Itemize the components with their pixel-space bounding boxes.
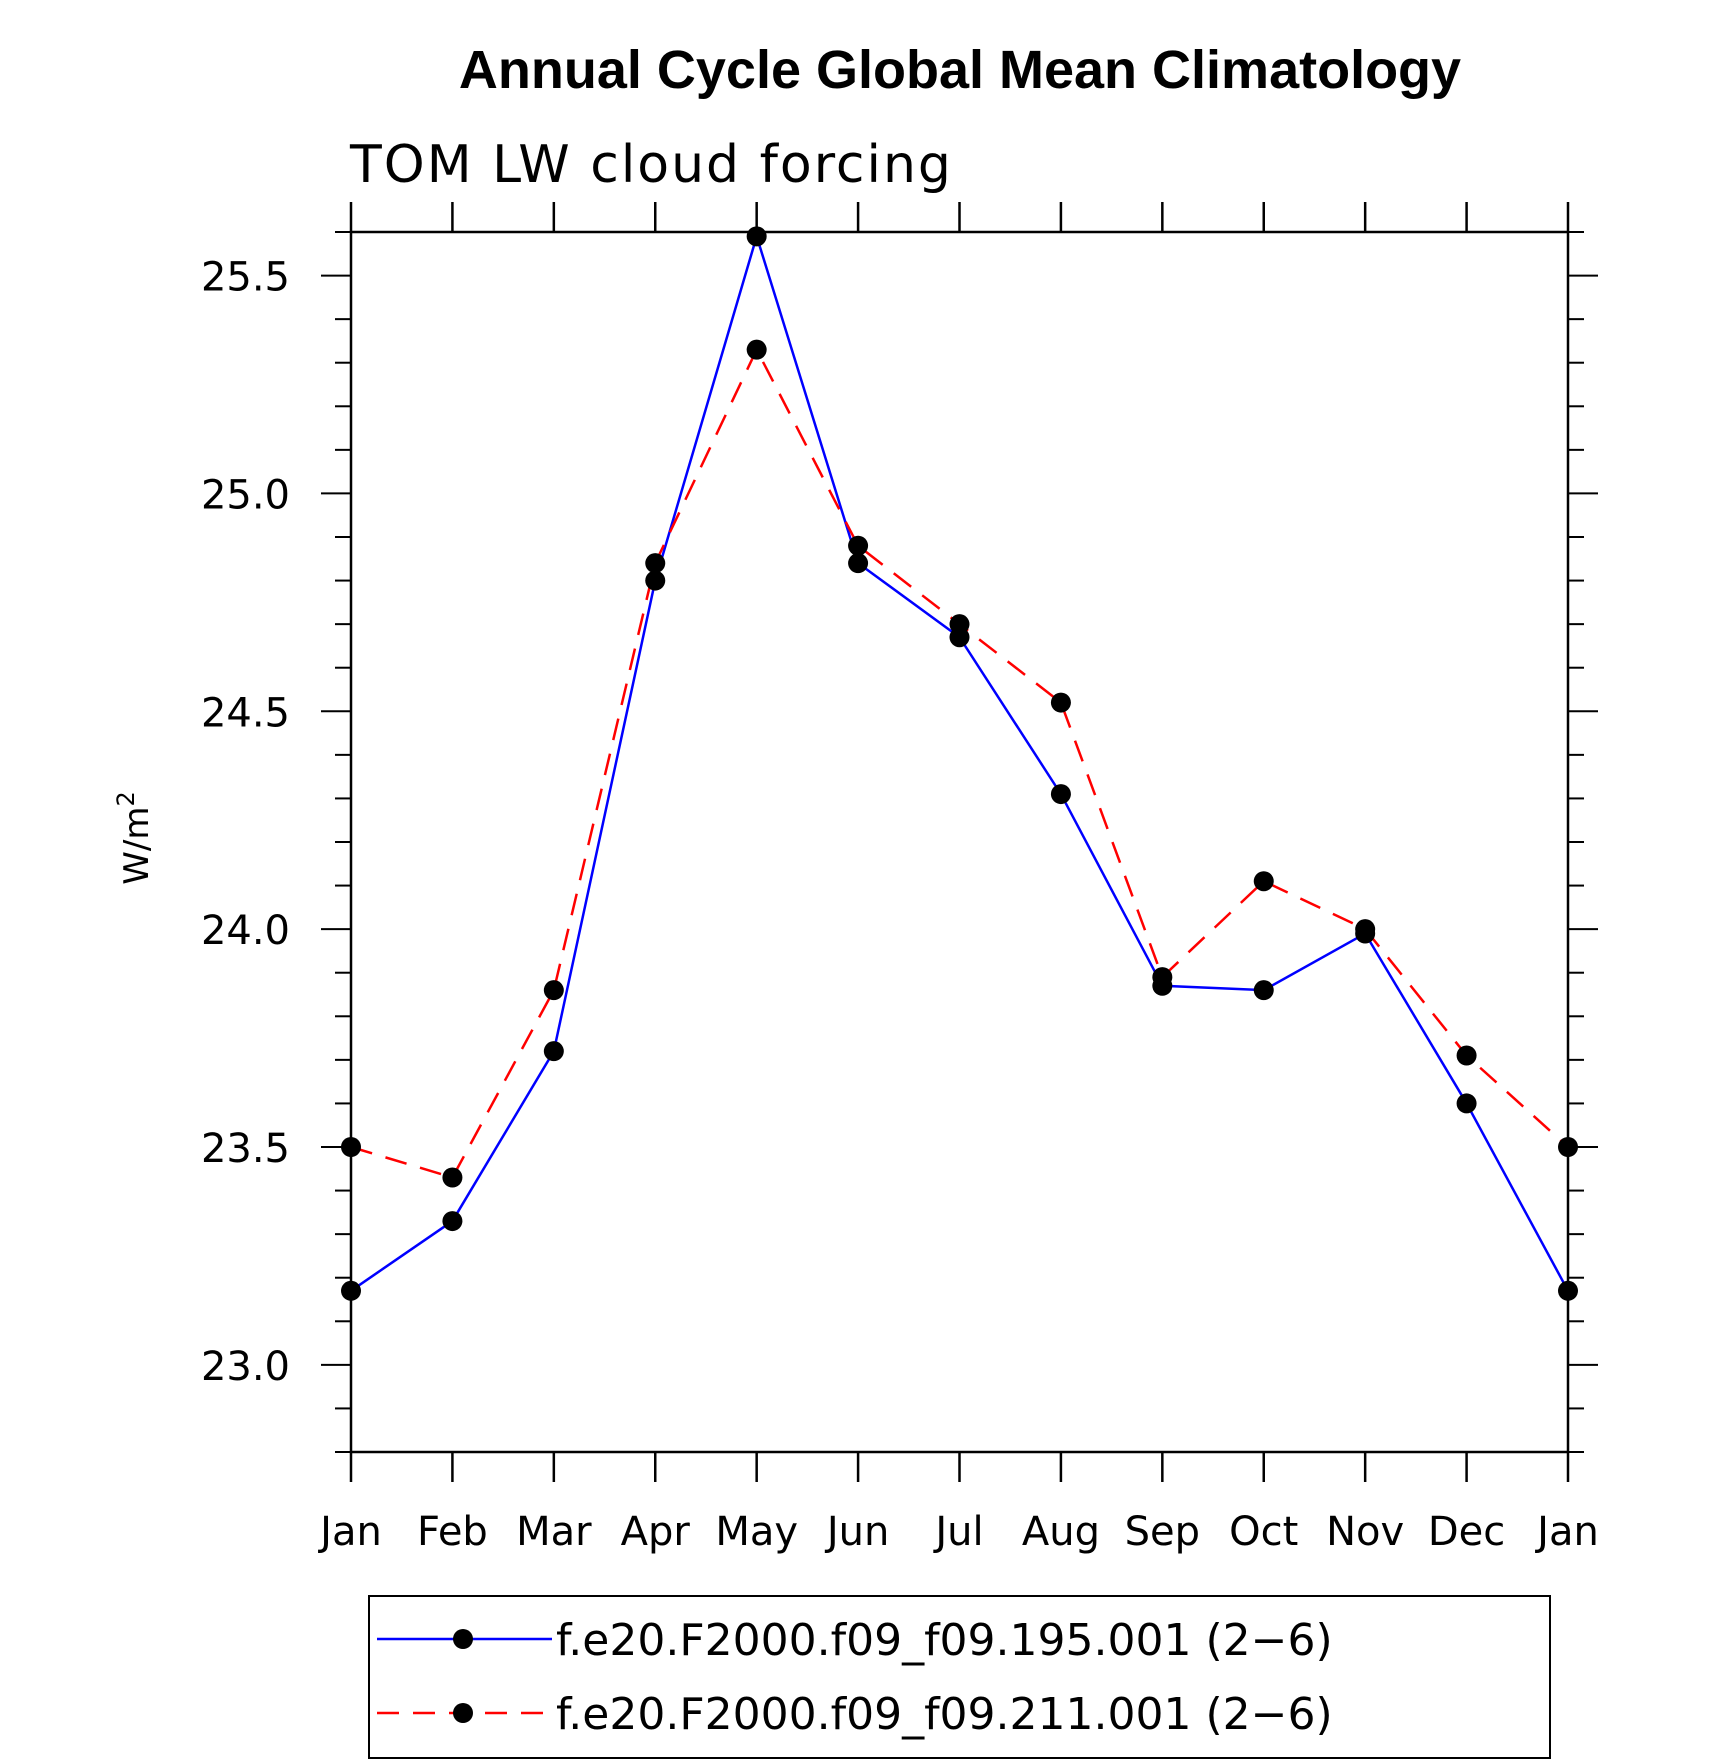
legend-label-1: f.e20.F2000.f09_f09.195.001 (2−6) [556,1615,1333,1666]
data-point [1050,784,1071,805]
axis-ticks [321,202,1598,1482]
y-axis-label-text: W/m [117,807,157,885]
series-points [341,226,1578,1301]
y-axis-label: W/m2 [112,791,157,884]
x-tick-label: Feb [417,1509,488,1555]
x-tick-label: Apr [621,1509,691,1555]
data-point [848,535,869,556]
y-tick-label: 23.0 [201,1344,290,1390]
legend: f.e20.F2000.f09_f09.195.001 (2−6) f.e20.… [368,1595,1551,1759]
y-axis-label-superscript: 2 [112,791,140,806]
data-point [645,553,666,574]
y-tick-label: 24.0 [201,908,290,954]
data-point [543,1041,564,1062]
chart-title: Annual Cycle Global Mean Climatology [459,40,1461,100]
data-point [442,1211,463,1232]
data-point [746,339,767,360]
x-tick-label: Oct [1229,1509,1298,1555]
series-lines [350,232,1570,1292]
data-point [848,553,869,574]
plot-frame [349,230,1570,1454]
data-point [442,1167,463,1188]
y-tick-label: 23.5 [201,1126,290,1172]
legend-box [368,1595,1551,1759]
x-tick-label: Jan [1534,1509,1599,1555]
legend-label-2: f.e20.F2000.f09_f09.211.001 (2−6) [556,1689,1333,1740]
x-tick-label: Jun [824,1509,890,1555]
chart-subtitle: TOM LW cloud forcing [349,135,953,195]
data-point [1456,1093,1477,1114]
legend-marker-1 [453,1629,473,1649]
y-tick-labels: 23.0 23.5 24.0 24.5 25.0 25.5 [201,255,290,1390]
data-point [1050,692,1071,713]
series-line-2 [350,346,1569,1179]
y-tick-label: 24.5 [201,690,290,736]
x-tick-label: Dec [1428,1509,1505,1555]
legend-entry: f.e20.F2000.f09_f09.211.001 (2−6) [377,1689,1333,1740]
data-point [949,614,970,635]
x-tick-label: Jan [317,1509,382,1555]
x-tick-label: Nov [1326,1509,1404,1555]
series-line-1 [350,232,1570,1292]
data-point [1558,1280,1578,1301]
data-point [1456,1045,1477,1066]
svg-text:W/m2: W/m2 [112,791,157,884]
x-tick-labels: Jan Feb Mar Apr May Jun Jul Aug Sep Oct Nov Dec Jan [317,1509,1599,1555]
data-point [341,1280,361,1301]
x-tick-label: Aug [1022,1509,1100,1555]
data-point [645,570,666,591]
x-tick-label: Jul [932,1509,983,1555]
data-point [341,1137,361,1157]
legend-entry: f.e20.F2000.f09_f09.195.001 (2−6) [377,1615,1333,1666]
data-point [543,980,564,1001]
x-tick-label: Sep [1125,1509,1200,1555]
data-point [1355,919,1376,940]
data-point [1253,871,1274,892]
data-point [1253,980,1274,1001]
data-point [1152,967,1173,988]
data-point [1558,1137,1578,1157]
x-tick-label: Mar [516,1509,592,1555]
x-tick-label: May [715,1509,798,1555]
legend-marker-2 [453,1703,473,1723]
data-point [746,226,767,247]
y-tick-label: 25.0 [201,472,290,518]
y-tick-label: 25.5 [201,255,290,301]
